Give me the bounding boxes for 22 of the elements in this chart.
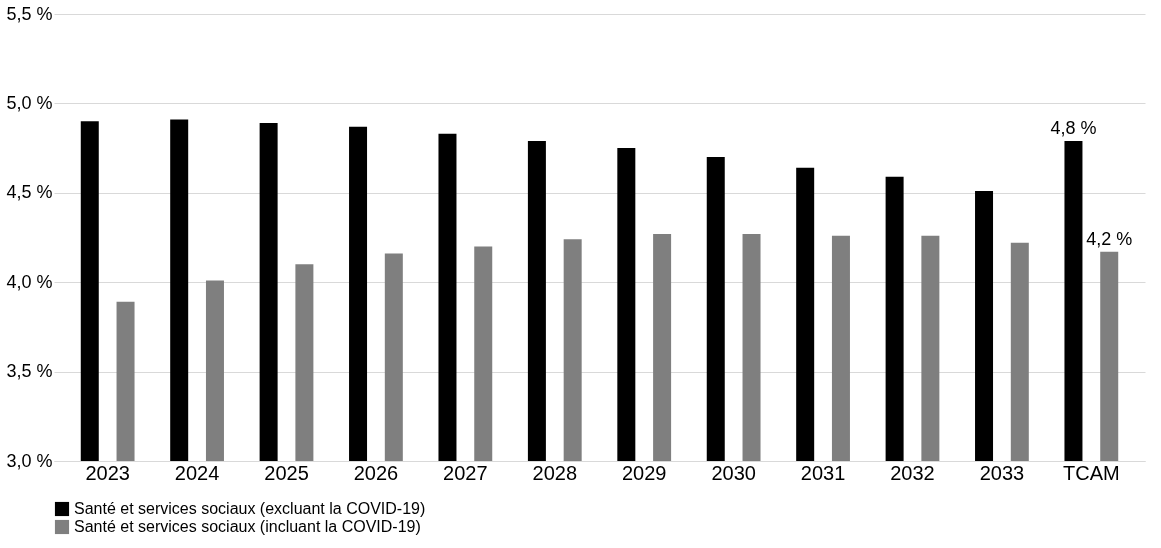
y-tick-label: 5,0 %: [6, 92, 53, 113]
data-label: 4,2 %: [1086, 228, 1133, 249]
y-tick-label: 3,5 %: [6, 361, 53, 382]
data-label: 4,8 %: [1050, 117, 1097, 138]
x-tick-label: 2032: [890, 461, 935, 484]
x-tick-label: 2025: [264, 461, 309, 484]
x-tick-label: 2027: [443, 461, 488, 484]
x-tick-label: 2033: [979, 461, 1025, 484]
x-tick-label: TCAM: [1063, 461, 1120, 484]
y-tick-label: 3,0 %: [6, 450, 53, 471]
x-tick-label: 2031: [800, 461, 846, 484]
x-tick-label: 2026: [353, 461, 399, 484]
legend-label: Santé et services sociaux (incluant la COVID-19): [74, 518, 421, 535]
y-tick-label: 4,5 %: [6, 182, 53, 203]
legend-label: Santé et services sociaux (excluant la COVID-19): [74, 500, 426, 517]
x-tick-label: 2028: [532, 461, 578, 484]
x-tick-label: 2029: [621, 461, 667, 484]
y-tick-label: 4,0 %: [6, 271, 53, 292]
x-tick-label: 2023: [85, 461, 130, 484]
x-tick-label: 2030: [711, 461, 756, 484]
y-tick-label: 5,5 %: [6, 3, 53, 24]
x-tick-label: 2024: [174, 461, 220, 484]
